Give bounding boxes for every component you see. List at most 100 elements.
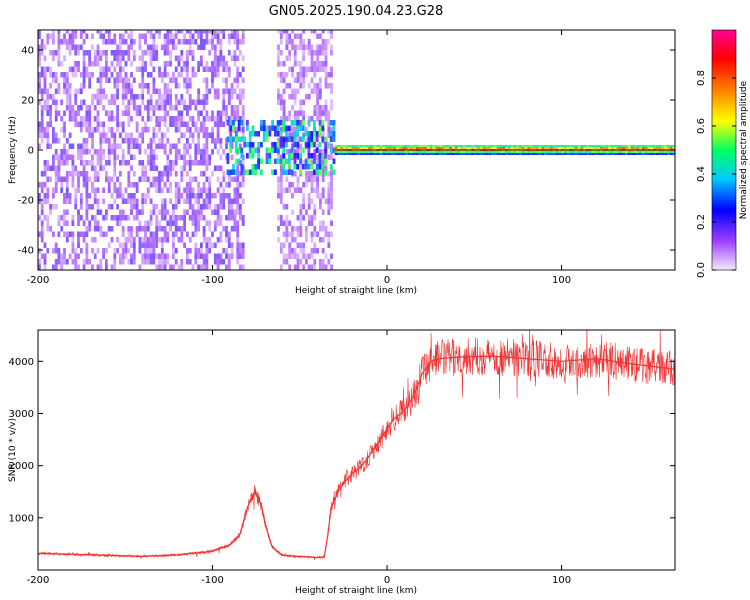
spectrogram-cell: [669, 151, 673, 153]
spectrogram-cell: [471, 151, 475, 153]
spectrogram-cell: [236, 116, 240, 122]
spectrogram-cell: [146, 110, 150, 116]
spectrogram-cell: [107, 39, 111, 45]
spectrogram-cell: [152, 88, 156, 94]
spectrogram-cell: [65, 39, 69, 45]
spectrogram-cell: [251, 131, 255, 137]
spectrogram-cell: [132, 215, 136, 221]
spectrogram-cell: [305, 209, 308, 215]
spectrogram-cell: [611, 145, 614, 147]
spectrogram-cell: [279, 127, 283, 133]
spectrogram-cell: [105, 132, 108, 138]
spectrogram-cell: [236, 198, 240, 204]
spectrogram-cell: [521, 147, 525, 149]
spectrogram-cell: [57, 44, 61, 50]
spectrogram-cell: [77, 121, 80, 127]
spectrogram-cell: [74, 110, 78, 116]
spectrogram-cell: [135, 110, 139, 116]
spectrogram-cell: [149, 209, 153, 215]
spectrogram-cell: [74, 88, 78, 94]
spectrogram-cell: [68, 198, 72, 204]
spectrogram-cell: [180, 99, 184, 105]
spectrogram-cell: [180, 72, 184, 78]
spectrogram-cell: [254, 147, 258, 153]
spectrogram-cell: [155, 204, 159, 210]
spectrogram-cell: [166, 30, 170, 34]
spectrogram-cell: [110, 132, 114, 138]
snr-xlabel: Height of straight line (km): [295, 586, 417, 596]
spectrogram-cell: [96, 220, 100, 226]
spectrogram-cell: [38, 44, 41, 50]
spectrogram-cell: [240, 147, 244, 153]
spectrogram-cell: [191, 99, 195, 105]
spectrogram-cell: [421, 147, 424, 149]
spectrogram-cell: [316, 83, 319, 89]
spectrogram-cell: [158, 259, 161, 265]
spectrogram-cell: [43, 88, 47, 94]
spectrogram-cell: [91, 99, 94, 105]
spectrogram-cell: [227, 231, 231, 237]
spectrogram-cell: [166, 39, 170, 45]
spectrogram-cell: [563, 153, 567, 155]
spectrogram-cell: [200, 209, 203, 215]
spectrogram-cell: [438, 147, 441, 149]
spectrogram-cell: [230, 209, 234, 215]
spectrogram-cell: [254, 169, 258, 175]
spectrogram-cell: [260, 125, 263, 131]
spectrogram-cell: [636, 153, 640, 155]
spectrogram-cell: [285, 72, 289, 78]
spectrogram-cell: [577, 147, 581, 149]
spectrogram-cell: [79, 105, 83, 111]
spectrogram-cell: [340, 151, 344, 153]
spectrogram-cell: [282, 204, 286, 210]
spectrogram-cell: [119, 55, 122, 61]
spectrogram-cell: [63, 72, 66, 78]
spectrogram-cell: [513, 153, 517, 155]
spectrogram-cell: [324, 99, 328, 105]
spectrogram-cell: [200, 121, 203, 127]
spectrogram-cell: [672, 145, 675, 147]
spectrogram-cell: [149, 30, 153, 34]
spectrogram-cell: [60, 39, 64, 45]
spectrogram-cell: [222, 171, 226, 177]
spectrogram-cell: [479, 147, 483, 149]
spectrogram-cell: [107, 116, 111, 122]
spectrogram-cell: [313, 61, 317, 67]
x-tick-label: 100: [552, 575, 571, 586]
spectrogram-cell: [605, 153, 609, 155]
spectrogram-cell: [236, 220, 240, 226]
spectrogram-cell: [141, 209, 145, 215]
spectrogram-cell: [327, 132, 331, 138]
spectrogram-cell: [132, 237, 136, 243]
spectrogram-cell: [180, 237, 184, 243]
spectrogram-cell: [113, 116, 117, 122]
spectrogram-cell: [293, 158, 297, 164]
spectrogram-cell: [454, 153, 458, 155]
spectrogram-cell: [82, 116, 86, 122]
spectrogram-cell: [149, 116, 153, 122]
spectrogram-cell: [152, 77, 156, 83]
spectrogram-cell: [630, 153, 634, 155]
spectrogram-cell: [299, 99, 303, 105]
spectrogram-cell: [412, 147, 416, 149]
spectrogram-cell: [415, 151, 419, 153]
spectrogram-cell: [186, 259, 189, 265]
spectrogram-cell: [65, 176, 69, 182]
spectrogram-cell: [566, 153, 570, 155]
spectrogram-cell: [549, 151, 553, 153]
spectrogram-cell: [219, 121, 223, 127]
spectrogram-cell: [321, 120, 325, 126]
spectrogram-cell: [99, 33, 103, 39]
spectrogram-cell: [172, 121, 175, 127]
spectrogram-cell: [91, 61, 94, 67]
spectrogram-cell: [327, 121, 331, 127]
spectrogram-cell: [443, 153, 447, 155]
spectrogram-cell: [251, 164, 255, 170]
spectrogram-cell: [127, 226, 131, 232]
spectrogram-cell: [177, 61, 181, 67]
spectrogram-cell: [188, 215, 192, 221]
spectrogram-cell: [572, 145, 575, 147]
spectrogram-cell: [260, 158, 263, 164]
spectrogram-cell: [591, 153, 595, 155]
spectrogram-cell: [299, 220, 303, 226]
